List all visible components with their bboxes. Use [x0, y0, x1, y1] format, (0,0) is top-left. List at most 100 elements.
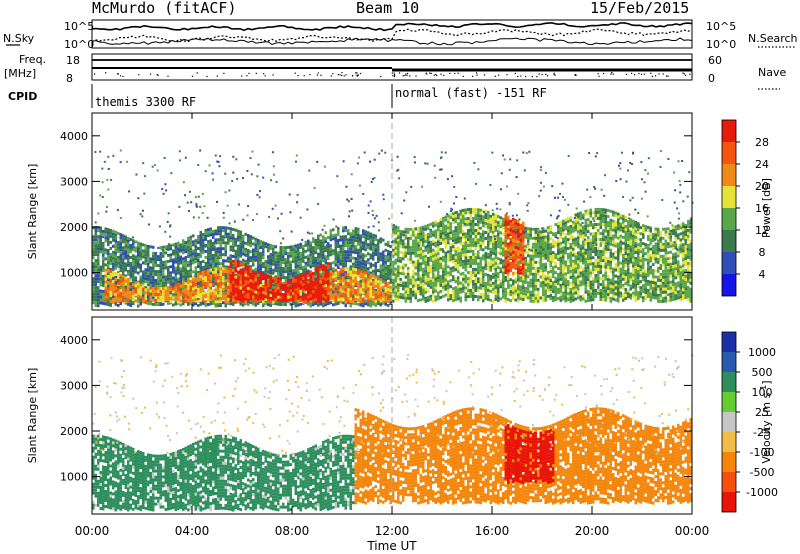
heatmap-cell — [234, 228, 237, 232]
heatmap-cell — [392, 242, 395, 246]
heatmap-cell — [307, 269, 310, 273]
heatmap-cell — [274, 277, 277, 281]
heatmap-cell — [147, 256, 150, 260]
heatmap-cell — [214, 247, 217, 251]
heatmap-cell — [427, 262, 430, 266]
heatmap-cell — [207, 275, 210, 279]
heatmap-cell — [287, 298, 290, 302]
heatmap-cell — [352, 250, 355, 254]
heatmap-cell — [414, 242, 417, 246]
heatmap-cell — [164, 278, 167, 282]
heatmap-cell — [217, 232, 220, 236]
heatmap-cell — [157, 273, 160, 277]
heatmap-cell — [159, 299, 162, 303]
heatmap-cell — [474, 211, 477, 214]
heatmap-cell — [522, 280, 525, 284]
heatmap-cell — [384, 280, 387, 284]
heatmap-cell — [119, 280, 122, 284]
heatmap-cell — [269, 299, 272, 303]
heatmap-cell — [277, 275, 280, 279]
heatmap-cell — [192, 261, 195, 265]
heatmap-cell — [467, 223, 470, 227]
heatmap-cell — [542, 242, 545, 246]
heatmap-cell — [427, 280, 430, 284]
heatmap-cell — [244, 267, 247, 271]
heatmap-cell — [319, 298, 322, 302]
heatmap-cell — [162, 254, 165, 258]
heatmap-cell — [214, 288, 217, 292]
heatmap-cell — [537, 233, 540, 237]
heatmap-cell — [372, 248, 375, 252]
heatmap-cell — [459, 257, 462, 261]
heatmap-cell — [287, 283, 290, 287]
heatmap-cell — [277, 302, 280, 306]
heatmap-cell — [184, 271, 187, 275]
heatmap-cell — [464, 280, 467, 284]
heatmap-cell — [264, 245, 267, 249]
heatmap-cell — [364, 280, 367, 284]
heatmap-cell — [497, 287, 500, 291]
heatmap-cell — [249, 294, 252, 298]
heatmap-cell — [197, 304, 200, 307]
heatmap-cell — [172, 267, 175, 271]
heatmap-cell — [222, 229, 225, 233]
nave-dot — [425, 72, 427, 74]
heatmap-cell — [162, 295, 165, 299]
heatmap-cell — [257, 286, 260, 289]
heatmap-cell — [469, 228, 472, 232]
heatmap-cell — [494, 273, 497, 277]
heatmap-cell — [307, 271, 310, 275]
heatmap-cell — [277, 257, 280, 261]
heatmap-cell — [97, 256, 100, 260]
heatmap-cell — [424, 266, 427, 270]
heatmap-cell — [257, 268, 260, 272]
heatmap-cell — [117, 258, 120, 262]
heatmap-cell — [204, 261, 207, 265]
heatmap-cell — [279, 277, 282, 281]
heatmap-cell — [342, 265, 345, 269]
heatmap-cell — [294, 271, 297, 275]
heatmap-cell — [194, 254, 197, 258]
heatmap-cell — [117, 270, 120, 274]
heatmap-cell — [487, 273, 490, 277]
heatmap-cell — [429, 243, 432, 247]
heatmap-cell — [139, 281, 142, 285]
heatmap-cell — [519, 276, 522, 280]
heatmap-cell — [399, 292, 402, 296]
heatmap-cell — [507, 292, 510, 295]
heatmap-cell — [102, 244, 105, 248]
heatmap-cell — [259, 278, 262, 281]
heatmap-cell — [369, 288, 372, 292]
heatmap-cell — [114, 302, 117, 306]
heatmap-cell — [152, 254, 155, 258]
heatmap-cell — [219, 285, 222, 289]
heatmap-cell — [297, 267, 300, 271]
heatmap-cell — [119, 292, 122, 296]
heatmap-cell — [522, 289, 525, 293]
heatmap-cell — [237, 285, 240, 289]
heatmap-cell — [279, 252, 282, 255]
heatmap-cell — [192, 303, 195, 307]
heatmap-cell — [462, 220, 465, 224]
heatmap-cell — [192, 278, 195, 282]
heatmap-cell — [399, 235, 402, 239]
heatmap-cell — [217, 253, 220, 257]
heatmap-cell — [322, 276, 325, 280]
heatmap-cell — [129, 274, 132, 277]
heatmap-cell — [509, 278, 512, 282]
heatmap-cell — [457, 249, 460, 253]
heatmap-cell — [109, 228, 112, 232]
heatmap-cell — [127, 295, 130, 299]
heatmap-cell — [354, 251, 357, 255]
heatmap-cell — [347, 279, 350, 283]
heatmap-cell — [457, 228, 460, 232]
heatmap-cell — [347, 232, 350, 236]
heatmap-cell — [267, 273, 270, 277]
heatmap-cell — [214, 270, 217, 274]
nave-dot — [517, 75, 519, 78]
heatmap-cell — [444, 293, 447, 297]
heatmap-cell — [147, 283, 150, 287]
heatmap-cell — [217, 271, 220, 275]
heatmap-cell — [334, 292, 337, 296]
heatmap-cell — [274, 286, 277, 290]
